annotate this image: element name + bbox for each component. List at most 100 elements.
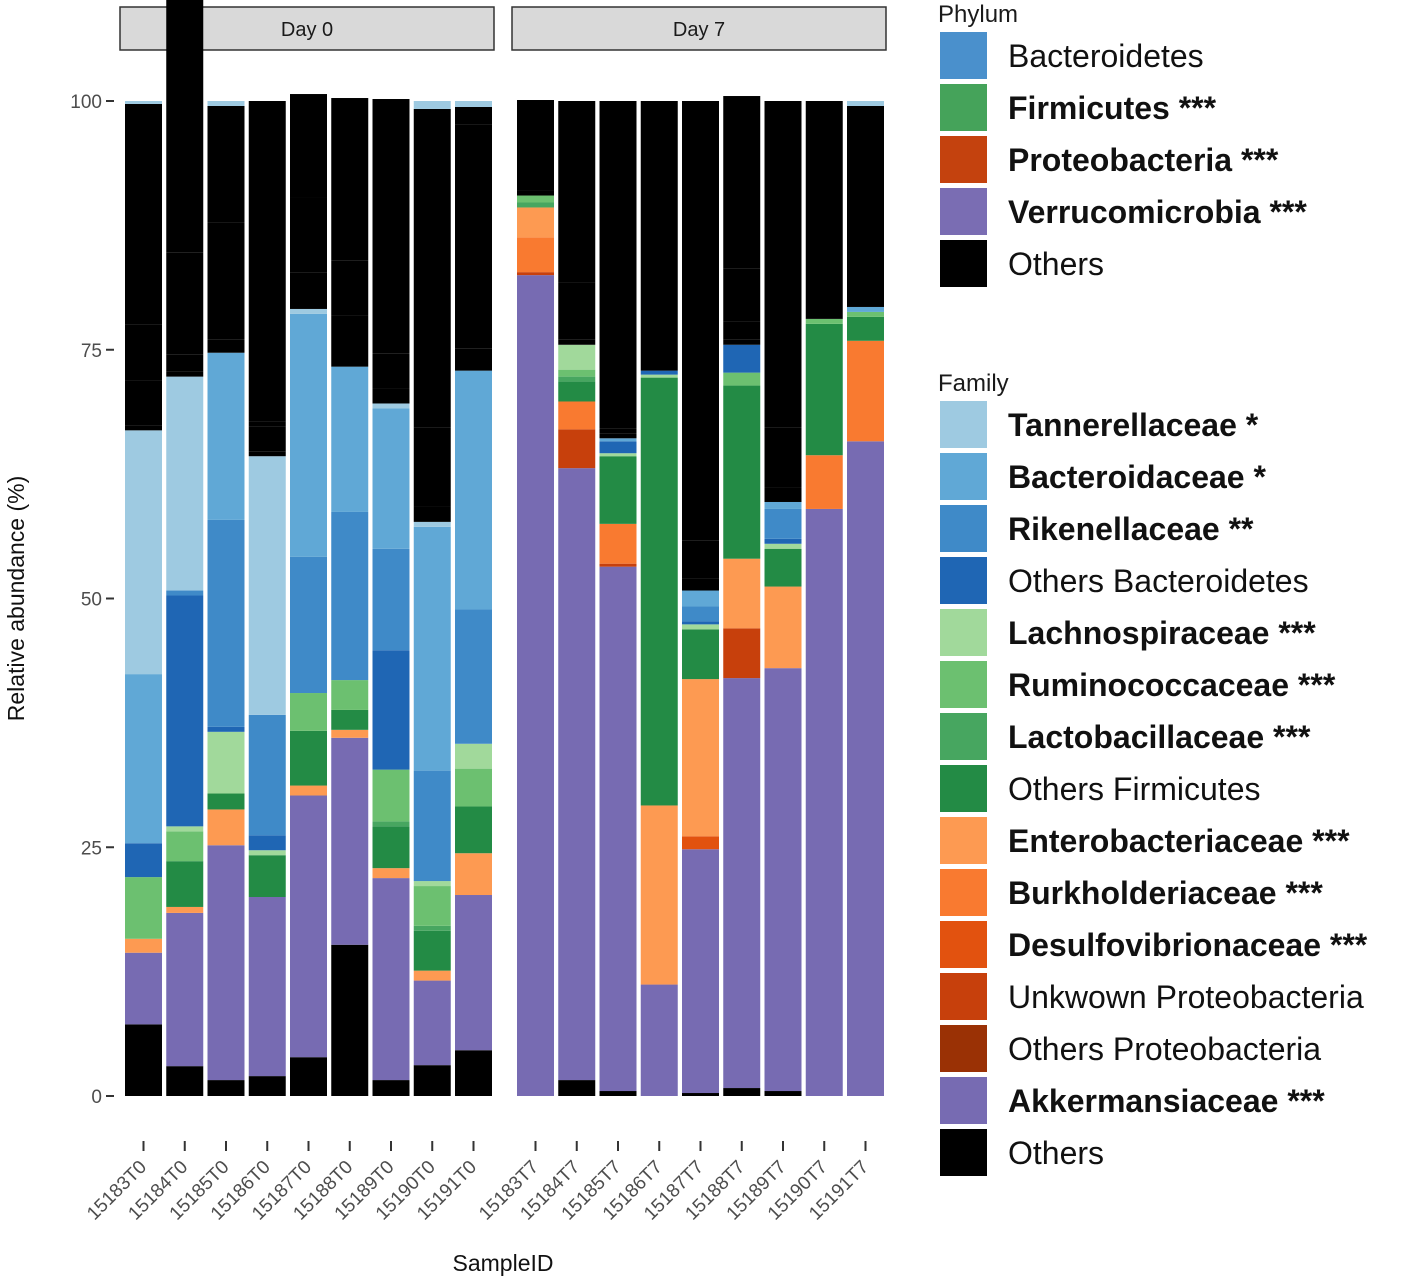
legend-label: Others Firmicutes [1008, 771, 1261, 807]
bar-segment [372, 826, 410, 869]
bar-segment [558, 429, 596, 469]
bar-segment [640, 101, 678, 371]
bar-segment [166, 354, 204, 372]
bar-segment [455, 806, 492, 854]
legend-label: Desulfovibrionaceae *** [1008, 927, 1368, 963]
legend-item: Verrucomicrobia *** [938, 186, 1307, 238]
bar-segment [413, 101, 451, 109]
bar-segment [125, 877, 162, 939]
bar-segment [248, 451, 286, 457]
legend-item: Others Bacteroidetes [938, 555, 1309, 607]
legend-swatch [940, 869, 987, 916]
bar-segment [558, 101, 596, 283]
facet-strip-label: Day 7 [673, 19, 725, 41]
legend-label: Others Bacteroidetes [1008, 563, 1309, 599]
legend-item: Bacteroidaceae * [938, 451, 1266, 503]
bar-segment [599, 101, 637, 429]
bar-segment [207, 845, 245, 1081]
y-tick-label: 100 [70, 92, 102, 113]
legend-phylum-title: Phylum [938, 1, 1019, 28]
bar-segment [847, 316, 884, 341]
bar-segment [207, 339, 245, 353]
bar-segment [682, 590, 719, 607]
legend-swatch [940, 1129, 987, 1176]
bar-segment [372, 878, 410, 1081]
bar-segment [599, 1091, 637, 1096]
bar-segment [372, 408, 410, 549]
legend-item: Rikenellaceae ** [938, 503, 1254, 555]
bar-segment [125, 324, 162, 381]
bar-segment [125, 101, 162, 104]
bar-segment [599, 566, 637, 1092]
bar-segment [331, 260, 369, 316]
legend-label: Verrucomicrobia *** [1008, 194, 1307, 230]
legend-swatch [940, 921, 987, 968]
bar-segment [125, 843, 162, 878]
legend-swatch [940, 453, 987, 500]
bar-segment [248, 835, 286, 851]
legend-swatch [940, 609, 987, 656]
legend-swatch [940, 817, 987, 864]
bar-segment [723, 628, 761, 679]
legend-swatch [940, 1025, 987, 1072]
bar-segment [517, 275, 554, 1096]
legend-label: Unkwown Proteobacteria [1008, 979, 1364, 1015]
bar-segment [723, 372, 761, 386]
bar-segment [682, 621, 719, 625]
bar-segment [764, 101, 802, 428]
bar-segment [764, 586, 802, 669]
bar-segment [207, 731, 245, 794]
bar-segment [331, 315, 369, 367]
bar-segment [331, 511, 369, 681]
bar-segment [413, 970, 451, 981]
bar-segment [207, 352, 245, 520]
legend-item: Akkermansiaceae *** [938, 1075, 1325, 1127]
bar-segment [847, 306, 884, 312]
legend-item: Unkwown Proteobacteria [938, 971, 1364, 1023]
legend-item: Others Firmicutes [938, 763, 1260, 815]
bar-segment [372, 650, 410, 770]
bar-segment [517, 202, 554, 208]
bar-segment [764, 487, 802, 502]
legend-item: Firmicutes *** [938, 82, 1216, 134]
legend-swatch [940, 765, 987, 812]
bar-segment [723, 344, 761, 373]
bar-segment [331, 729, 369, 738]
bar-segment [599, 453, 637, 457]
bar-segment [682, 1093, 719, 1096]
bar-segment [331, 709, 369, 730]
bar-segment [207, 105, 245, 223]
bar-segment [455, 853, 492, 896]
bar-segment [847, 105, 884, 307]
bar-segment [413, 526, 451, 771]
bar-segment [166, 906, 204, 913]
bar-segment [413, 770, 451, 882]
legend-swatch [940, 136, 987, 183]
bar-segment [682, 606, 719, 622]
bar-segment [372, 99, 410, 354]
stacked-bar-chart: 0 25 50 75 100 Relative abundance (%) SampleID… [3, 0, 887, 1276]
bar-segment [764, 1091, 802, 1096]
legend-label: Rikenellaceae ** [1008, 511, 1254, 547]
bar-segment [558, 401, 596, 430]
bar-segment [455, 1050, 492, 1096]
legend-swatch [940, 84, 987, 131]
bar-segment [248, 456, 286, 715]
bar-segment [640, 805, 678, 985]
bar-segment [517, 100, 554, 191]
bar-segment [599, 523, 637, 564]
legend-swatch [940, 505, 987, 552]
bar-segment [413, 427, 451, 507]
bar-segment [372, 821, 410, 827]
bar-segment [125, 425, 162, 431]
bar-segment [290, 795, 327, 1058]
bar-segment [248, 101, 286, 422]
legend-swatch [940, 973, 987, 1020]
bar-segment [805, 508, 843, 1096]
bar-segment [558, 376, 596, 382]
bar-segment [125, 103, 162, 325]
bar-segment [682, 578, 719, 591]
legend-label: Others [1008, 246, 1105, 282]
bar-segment [847, 311, 884, 317]
bar-segment [331, 737, 369, 945]
